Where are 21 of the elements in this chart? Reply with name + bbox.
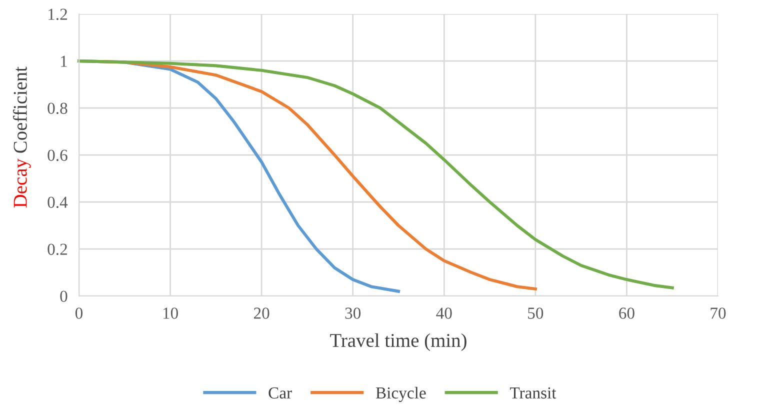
y-tick-label: 0.2 [48, 244, 67, 256]
legend-label: Car [268, 387, 292, 399]
line-series [77, 59, 674, 290]
y-tick-label: 1 [61, 56, 67, 67]
y-tick-label: 0.4 [48, 196, 68, 208]
x-tick-label: 40 [436, 308, 452, 319]
x-tick-label: 30 [345, 308, 361, 319]
x-tick-label: 50 [528, 308, 544, 319]
x-tick-label: 0 [75, 308, 83, 319]
x-tick-label: 20 [254, 308, 270, 319]
legend-label: Bicycle [376, 386, 426, 402]
x-tick-label: 60 [619, 308, 634, 319]
y-tick-label: 1.2 [48, 8, 67, 20]
legend-label: Transit [510, 387, 556, 399]
y-tick-label: 0.6 [48, 150, 68, 162]
x-axis-title: Travel time (min) [330, 333, 466, 351]
x-tick-label: 70 [710, 308, 726, 319]
y-tick-label: 0 [60, 290, 68, 302]
x-tick-label: 10 [163, 308, 178, 319]
y-tick-label: 0.8 [48, 102, 68, 114]
y-axis-title: Decay Coefficient [12, 66, 31, 208]
